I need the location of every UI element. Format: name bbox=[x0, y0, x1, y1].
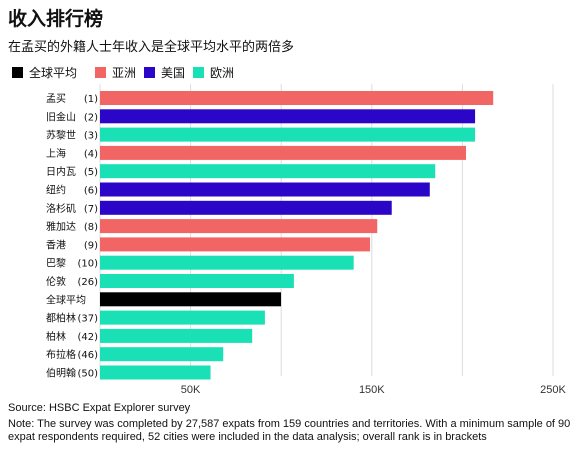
category-label: 柏林 bbox=[46, 330, 66, 343]
legend: 全球平均 亚洲 美国 欧洲 bbox=[12, 64, 242, 80]
bar bbox=[100, 200, 392, 215]
category-label: 伦敦 bbox=[46, 275, 66, 288]
footnote: Note: The survey was completed by 27,587… bbox=[8, 418, 571, 443]
rank-label: (10) bbox=[77, 259, 98, 270]
category-label: 布拉格 bbox=[46, 348, 76, 361]
category-label: 洛杉矶 bbox=[46, 202, 76, 215]
legend-item-global-average: 全球平均 bbox=[12, 64, 77, 81]
rank-label: (3) bbox=[84, 131, 98, 142]
bar bbox=[100, 145, 467, 160]
bar bbox=[100, 347, 224, 362]
category-label: 巴黎 bbox=[46, 257, 66, 270]
category-label: 苏黎世 bbox=[46, 129, 76, 142]
category-label: 全球平均 bbox=[46, 293, 86, 306]
bar bbox=[100, 328, 253, 343]
chart-title: 收入排行榜 bbox=[8, 8, 104, 30]
category-label: 旧金山 bbox=[46, 110, 76, 123]
category-label: 香港 bbox=[46, 239, 66, 251]
rank-label: (37) bbox=[77, 314, 98, 325]
x-tick-label: 250K bbox=[540, 384, 566, 396]
rank-label: (6) bbox=[84, 186, 98, 197]
chart-subtitle: 在孟买的外籍人士年收入是全球平均水平的两倍多 bbox=[8, 40, 295, 55]
legend-label-global-average: 全球平均 bbox=[29, 65, 78, 80]
bar bbox=[100, 182, 430, 197]
bar bbox=[100, 109, 476, 124]
bar bbox=[100, 292, 282, 307]
legend-label-asia: 亚洲 bbox=[112, 65, 137, 80]
legend-swatch-europe bbox=[193, 66, 205, 78]
legend-item-usa: 美国 bbox=[144, 64, 185, 81]
rank-label: (4) bbox=[84, 149, 98, 160]
legend-swatch-asia bbox=[95, 66, 107, 78]
bar bbox=[100, 164, 436, 179]
bar bbox=[100, 365, 211, 380]
bar-chart: 孟买 (1) 旧金山 (2) 苏黎世 (3) 上海 (4) 日内瓦 (5) 纽约 (6) 洛杉矶 (7) 雅… bbox=[46, 84, 567, 396]
x-tick-label: 50K bbox=[181, 384, 201, 396]
rank-label: (8) bbox=[84, 222, 98, 233]
legend-item-europe: 欧洲 bbox=[193, 64, 234, 81]
category-label: 雅加达 bbox=[46, 220, 76, 233]
category-label: 伯明翰 bbox=[46, 367, 76, 380]
legend-item-asia: 亚洲 bbox=[95, 64, 136, 81]
bar bbox=[100, 237, 370, 252]
category-label: 纽约 bbox=[46, 184, 66, 197]
rank-label: (42) bbox=[77, 332, 98, 343]
bar bbox=[100, 219, 378, 234]
bar bbox=[100, 127, 476, 142]
category-label: 都柏林 bbox=[46, 312, 76, 325]
rank-label: (46) bbox=[77, 350, 98, 361]
rank-label: (5) bbox=[84, 167, 98, 178]
rank-label: (1) bbox=[84, 94, 98, 105]
category-label: 孟买 bbox=[46, 93, 66, 105]
category-label: 日内瓦 bbox=[46, 165, 76, 178]
legend-swatch-usa bbox=[144, 66, 156, 78]
x-tick-label: 150K bbox=[359, 384, 385, 396]
rank-label: (50) bbox=[77, 369, 98, 380]
category-label: 上海 bbox=[46, 147, 66, 160]
bar bbox=[100, 310, 265, 325]
bar bbox=[100, 91, 494, 105]
rank-label: (2) bbox=[84, 112, 98, 123]
legend-swatch-global-average bbox=[12, 66, 23, 78]
rank-label: (9) bbox=[84, 240, 98, 251]
bar bbox=[100, 255, 354, 270]
legend-label-europe: 欧洲 bbox=[210, 65, 235, 80]
legend-label-usa: 美国 bbox=[161, 65, 186, 80]
rank-label: (26) bbox=[77, 277, 98, 288]
bar bbox=[100, 274, 294, 288]
rank-label: (7) bbox=[84, 204, 98, 215]
source-note: Source: HSBC Expat Explorer survey bbox=[8, 402, 191, 414]
